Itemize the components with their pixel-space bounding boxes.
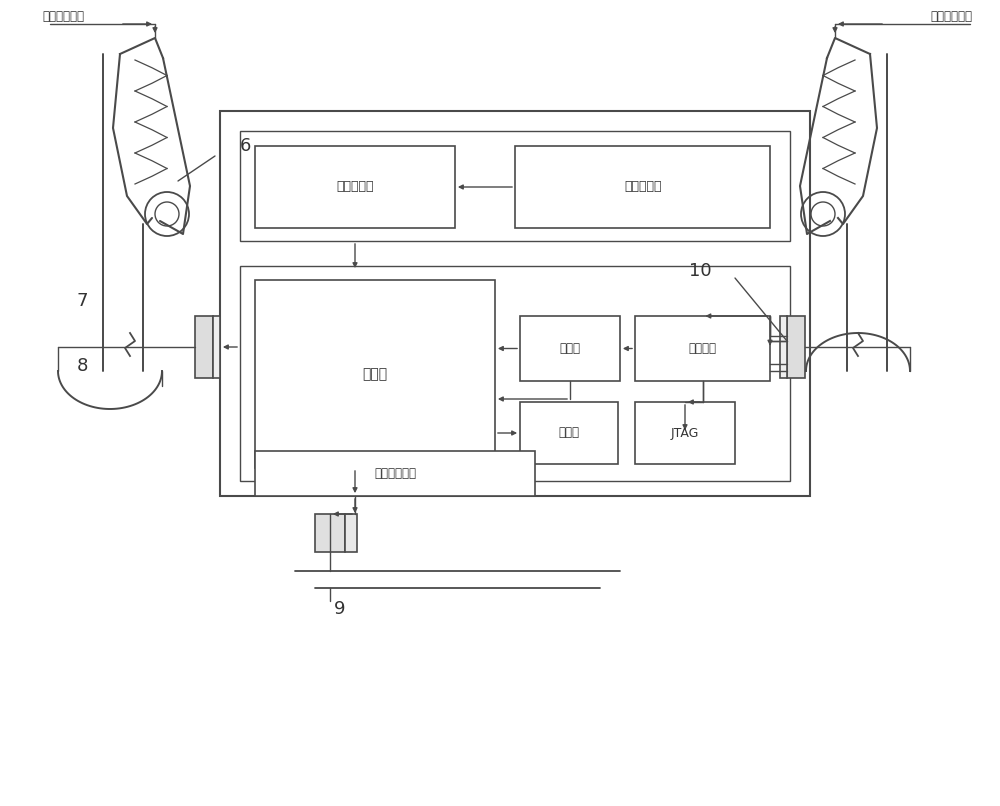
Text: 指示灯: 指示灯 [558, 426, 580, 439]
Bar [240, 131, 790, 241]
Text: 锂电池电芯: 锂电池电芯 [624, 181, 662, 193]
Text: 6: 6 [239, 137, 251, 155]
Bar [255, 280, 495, 468]
Text: 电压信号流入: 电压信号流入 [930, 10, 972, 23]
Bar [315, 514, 345, 552]
Bar [255, 146, 455, 228]
Text: 7: 7 [76, 292, 88, 310]
Bar [220, 111, 810, 496]
Bar [520, 316, 620, 381]
Text: 处理器: 处理器 [362, 367, 388, 381]
Bar [635, 402, 735, 464]
Bar [240, 266, 790, 481]
Bar [520, 402, 618, 464]
Bar [780, 316, 787, 378]
Bar [787, 316, 805, 378]
Bar [255, 451, 535, 496]
Text: JTAG: JTAG [671, 426, 699, 439]
Text: 10: 10 [689, 262, 711, 280]
Bar [345, 514, 357, 552]
Bar [195, 316, 213, 378]
Bar [213, 316, 220, 378]
Bar [515, 146, 770, 228]
Text: 电源控制板: 电源控制板 [336, 181, 374, 193]
Text: 8: 8 [76, 357, 88, 375]
Text: 无线通信芯片: 无线通信芯片 [374, 467, 416, 480]
Text: 放大器: 放大器 [560, 342, 580, 355]
Text: 电压信号流出: 电压信号流出 [42, 10, 84, 23]
Bar [635, 316, 770, 381]
Text: 9: 9 [334, 600, 346, 618]
Text: 滤波电路: 滤波电路 [688, 342, 716, 355]
